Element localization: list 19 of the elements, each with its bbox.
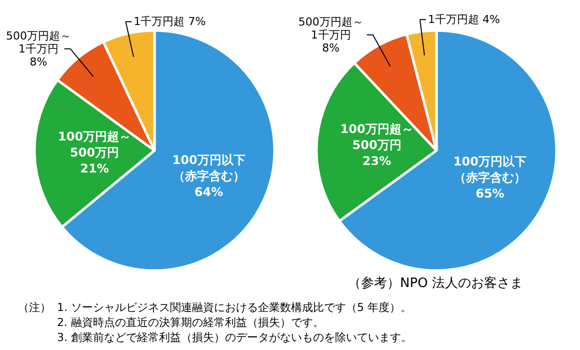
slice-label: 100万円以下（赤字含む） (172, 153, 246, 184)
text: 3. 創業前などで経常利益（損失）のデータがないものを除いています。 (57, 330, 412, 345)
slice-label: 1千万円超 7% (134, 15, 206, 28)
slice-label: 100万円超～500万円 (340, 122, 414, 152)
data-label: 21% (80, 161, 109, 176)
data-label: 65% (476, 186, 504, 201)
data-label: 8% (322, 41, 340, 54)
text: （参考）NPO 法人のお客さま (348, 275, 523, 291)
data-label: 8% (30, 55, 48, 68)
slice-label: 500万円超～1千万円 (298, 15, 364, 42)
slice-label: 500万円超～1千万円 (6, 29, 71, 56)
text: 2. 融資時点の直近の決算期の経常利益（損失）です。 (57, 315, 324, 330)
text: （注） (17, 300, 52, 315)
slice-label: 1千万円超 4% (428, 13, 500, 26)
data-label: 64% (194, 185, 224, 200)
data-label: 23% (362, 154, 392, 168)
slice-label: 100万円超～500万円 (58, 129, 132, 160)
text: 1. ソーシャルビジネス関連融資における企業数構成比です（5 年度）。 (57, 300, 412, 315)
slice-label: 100万円以下（赤字含む） (453, 154, 526, 185)
